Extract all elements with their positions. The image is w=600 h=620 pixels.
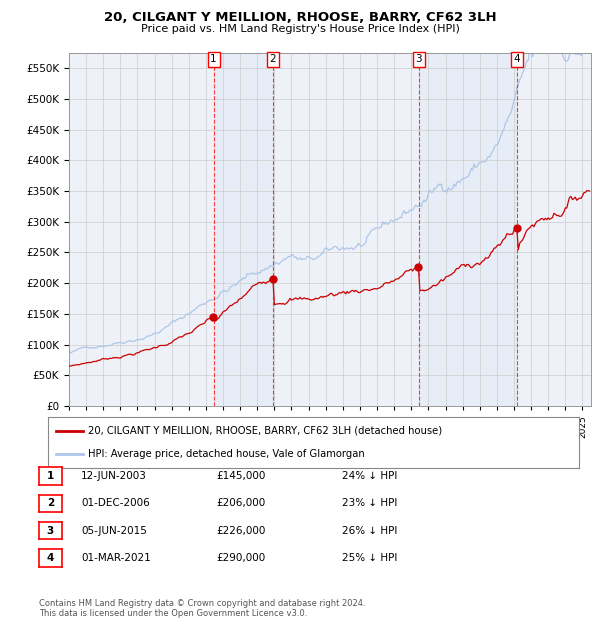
Text: 3: 3 xyxy=(415,55,422,64)
Text: 20, CILGANT Y MEILLION, RHOOSE, BARRY, CF62 3LH (detached house): 20, CILGANT Y MEILLION, RHOOSE, BARRY, C… xyxy=(88,426,442,436)
Text: 12-JUN-2003: 12-JUN-2003 xyxy=(81,471,147,481)
Text: £206,000: £206,000 xyxy=(216,498,265,508)
Text: 4: 4 xyxy=(514,55,520,64)
Text: Price paid vs. HM Land Registry's House Price Index (HPI): Price paid vs. HM Land Registry's House … xyxy=(140,24,460,33)
Text: £145,000: £145,000 xyxy=(216,471,265,481)
Text: 24% ↓ HPI: 24% ↓ HPI xyxy=(342,471,397,481)
Text: £226,000: £226,000 xyxy=(216,526,265,536)
Bar xyxy=(419,53,517,406)
Bar xyxy=(214,53,273,406)
Text: 26% ↓ HPI: 26% ↓ HPI xyxy=(342,526,397,536)
Text: 2: 2 xyxy=(269,55,277,64)
Text: 25% ↓ HPI: 25% ↓ HPI xyxy=(342,553,397,563)
Text: 4: 4 xyxy=(47,553,54,563)
Text: £290,000: £290,000 xyxy=(216,553,265,563)
Text: 1: 1 xyxy=(47,471,54,481)
Text: 01-MAR-2021: 01-MAR-2021 xyxy=(81,553,151,563)
Text: 3: 3 xyxy=(47,526,54,536)
Text: 2: 2 xyxy=(47,498,54,508)
Text: 23% ↓ HPI: 23% ↓ HPI xyxy=(342,498,397,508)
Text: 20, CILGANT Y MEILLION, RHOOSE, BARRY, CF62 3LH: 20, CILGANT Y MEILLION, RHOOSE, BARRY, C… xyxy=(104,11,496,24)
Text: HPI: Average price, detached house, Vale of Glamorgan: HPI: Average price, detached house, Vale… xyxy=(88,450,365,459)
Text: 1: 1 xyxy=(211,55,217,64)
Text: 05-JUN-2015: 05-JUN-2015 xyxy=(81,526,147,536)
Text: Contains HM Land Registry data © Crown copyright and database right 2024.
This d: Contains HM Land Registry data © Crown c… xyxy=(39,599,365,618)
Text: 01-DEC-2006: 01-DEC-2006 xyxy=(81,498,150,508)
